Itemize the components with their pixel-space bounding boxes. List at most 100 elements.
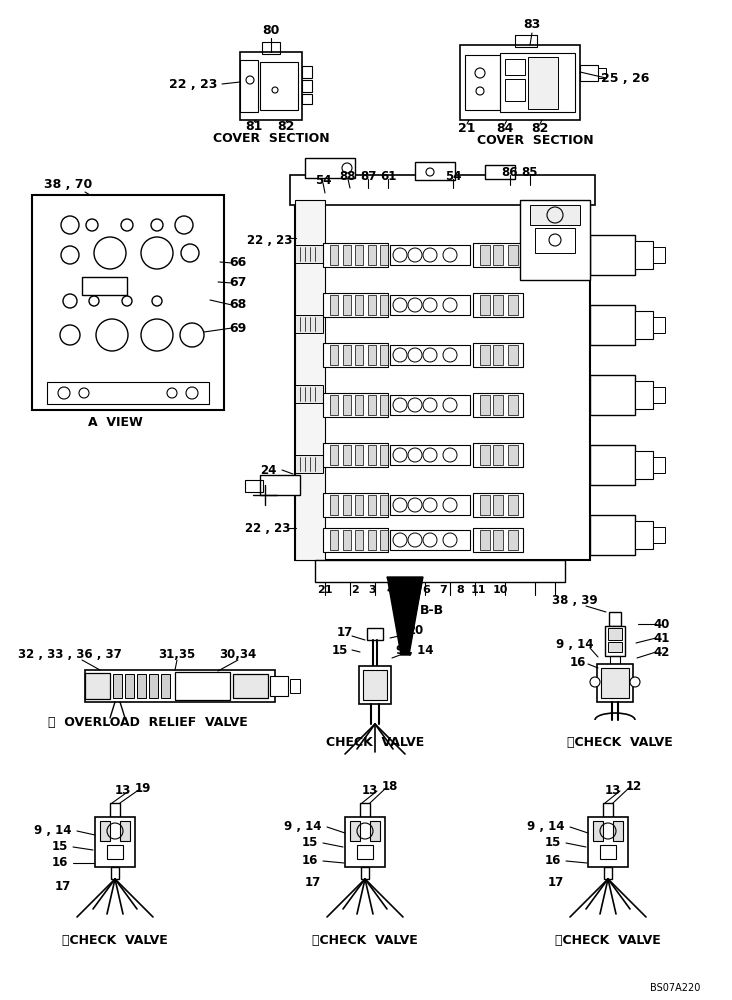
Bar [233, 674, 268, 698]
Bar [493, 395, 503, 415]
Bar [368, 445, 376, 465]
Bar [120, 821, 130, 841]
Bar [380, 530, 388, 550]
Bar [480, 495, 490, 515]
Bar [355, 445, 363, 465]
Text: 12: 12 [626, 780, 642, 794]
Text: 9 , 14: 9 , 14 [396, 644, 434, 656]
Bar [368, 245, 376, 265]
Bar [653, 317, 665, 333]
Text: 82: 82 [531, 121, 549, 134]
Bar [390, 495, 470, 515]
Bar [330, 495, 338, 515]
Text: 19: 19 [135, 782, 152, 796]
Text: 17: 17 [548, 876, 564, 890]
Bar [515, 35, 537, 47]
Text: 67: 67 [229, 276, 247, 290]
Bar [390, 395, 470, 415]
Text: 7: 7 [439, 585, 447, 595]
Bar [601, 668, 629, 698]
Bar [473, 293, 523, 317]
Bar [111, 867, 119, 879]
Bar [355, 245, 363, 265]
Bar [323, 393, 388, 417]
Bar [262, 42, 280, 54]
Text: 6: 6 [422, 585, 430, 595]
Bar [610, 656, 620, 664]
Bar [480, 530, 490, 550]
Bar [653, 387, 665, 403]
Text: 9 , 14: 9 , 14 [34, 824, 72, 838]
Text: 17: 17 [305, 876, 321, 890]
Bar [480, 245, 490, 265]
Bar [608, 628, 622, 640]
Bar [345, 817, 385, 867]
Bar [368, 395, 376, 415]
Bar [161, 674, 170, 698]
Text: 13: 13 [115, 784, 131, 798]
Bar [343, 245, 351, 265]
Text: 13: 13 [362, 784, 378, 798]
Text: 69: 69 [229, 322, 247, 334]
Bar [473, 343, 523, 367]
Text: 24: 24 [260, 464, 276, 477]
Bar [493, 445, 503, 465]
Bar [343, 295, 351, 315]
Bar [380, 445, 388, 465]
Polygon shape [387, 576, 423, 655]
Bar [505, 59, 525, 75]
Text: ⒹCHECK  VALVE: ⒹCHECK VALVE [555, 934, 661, 948]
Bar [260, 475, 300, 495]
Text: 40: 40 [654, 617, 671, 631]
Bar [380, 245, 388, 265]
Bar [380, 295, 388, 315]
Text: 61: 61 [380, 169, 396, 182]
Text: 22 , 23: 22 , 23 [245, 522, 291, 534]
Bar [635, 521, 653, 549]
Bar [415, 162, 455, 180]
Text: 42: 42 [654, 646, 671, 658]
Text: 86: 86 [501, 165, 518, 178]
Bar [500, 53, 575, 112]
Bar [390, 530, 470, 550]
Bar [355, 345, 363, 365]
Text: 31,35: 31,35 [158, 648, 195, 662]
Text: 81: 81 [245, 119, 263, 132]
Bar [493, 530, 503, 550]
Text: 83: 83 [523, 18, 541, 31]
Bar [315, 560, 565, 582]
Bar [508, 295, 518, 315]
Text: 87: 87 [360, 169, 376, 182]
Text: 16: 16 [569, 656, 586, 668]
Bar [590, 235, 635, 275]
Text: 4: 4 [386, 585, 394, 595]
Text: CHECK  VALVE: CHECK VALVE [326, 736, 424, 748]
Bar [508, 445, 518, 465]
Text: 18: 18 [382, 780, 398, 794]
Text: 8: 8 [456, 585, 464, 595]
Bar [590, 305, 635, 345]
Bar [357, 845, 373, 859]
Bar [520, 200, 590, 280]
Bar [359, 666, 391, 704]
Bar [295, 385, 323, 403]
Bar [530, 205, 580, 225]
Bar [480, 345, 490, 365]
Bar [270, 676, 288, 696]
Text: ⒶCHECK  VALVE: ⒶCHECK VALVE [567, 736, 673, 748]
Text: 16: 16 [302, 854, 318, 867]
Bar [473, 493, 523, 517]
Bar [330, 530, 338, 550]
Bar [290, 679, 300, 693]
Bar [323, 243, 388, 267]
Bar [323, 293, 388, 317]
Text: 84: 84 [496, 121, 514, 134]
Bar [149, 674, 158, 698]
Text: 21: 21 [317, 585, 333, 595]
Bar [593, 821, 603, 841]
Bar [175, 672, 230, 700]
Bar [350, 821, 360, 841]
Bar [493, 245, 503, 265]
Bar [493, 495, 503, 515]
Bar [323, 528, 388, 552]
